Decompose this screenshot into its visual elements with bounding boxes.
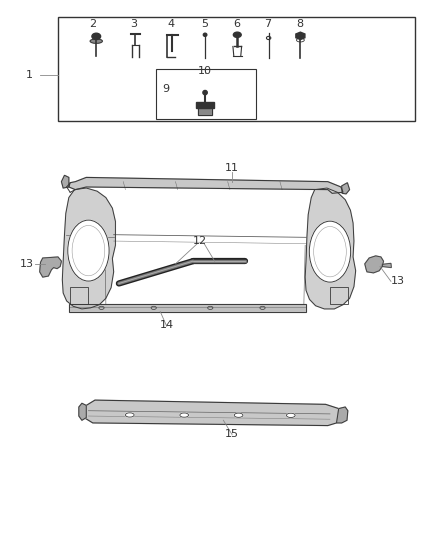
Text: 15: 15 bbox=[225, 429, 239, 439]
Ellipse shape bbox=[203, 91, 207, 95]
Ellipse shape bbox=[180, 413, 188, 417]
Text: 11: 11 bbox=[225, 164, 239, 173]
Ellipse shape bbox=[309, 221, 351, 282]
Text: 12: 12 bbox=[192, 236, 206, 246]
Polygon shape bbox=[336, 407, 348, 423]
Text: 8: 8 bbox=[296, 19, 303, 29]
Ellipse shape bbox=[203, 33, 207, 36]
Ellipse shape bbox=[286, 413, 295, 417]
Bar bbox=[196, 102, 214, 109]
Text: 3: 3 bbox=[131, 19, 138, 29]
Bar bbox=[198, 109, 212, 115]
Text: 9: 9 bbox=[162, 84, 170, 94]
Text: 14: 14 bbox=[160, 320, 174, 330]
Bar bbox=[156, 69, 256, 119]
Polygon shape bbox=[79, 403, 86, 420]
Text: 6: 6 bbox=[233, 19, 240, 29]
Bar bbox=[330, 287, 348, 304]
Polygon shape bbox=[305, 188, 356, 309]
Polygon shape bbox=[40, 257, 61, 277]
Text: 7: 7 bbox=[264, 19, 271, 29]
Ellipse shape bbox=[68, 220, 109, 281]
Ellipse shape bbox=[125, 413, 134, 417]
Text: 1: 1 bbox=[26, 70, 33, 79]
Polygon shape bbox=[296, 32, 305, 39]
Text: 5: 5 bbox=[201, 19, 208, 29]
Polygon shape bbox=[382, 263, 391, 268]
Text: 4: 4 bbox=[168, 19, 175, 29]
Ellipse shape bbox=[234, 413, 243, 417]
Bar bbox=[58, 17, 415, 120]
Ellipse shape bbox=[233, 32, 241, 37]
Polygon shape bbox=[69, 304, 306, 312]
Polygon shape bbox=[365, 256, 384, 273]
Text: 13: 13 bbox=[20, 259, 34, 269]
Ellipse shape bbox=[90, 39, 102, 43]
Polygon shape bbox=[342, 183, 350, 194]
Text: 13: 13 bbox=[390, 276, 404, 286]
Polygon shape bbox=[83, 400, 341, 425]
Polygon shape bbox=[69, 177, 343, 193]
Text: 2: 2 bbox=[89, 19, 96, 29]
Ellipse shape bbox=[92, 33, 101, 39]
Bar bbox=[70, 287, 88, 304]
Bar bbox=[198, 109, 212, 115]
Polygon shape bbox=[62, 188, 116, 309]
Text: 10: 10 bbox=[198, 67, 212, 76]
Polygon shape bbox=[61, 175, 69, 188]
